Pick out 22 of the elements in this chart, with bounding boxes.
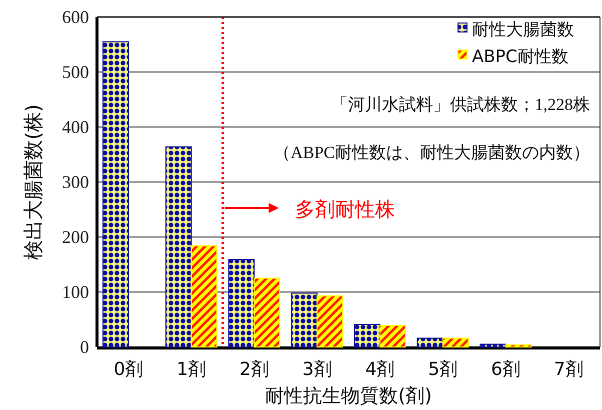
x-tick-label: 4剤 — [365, 359, 395, 380]
x-axis-title: 耐性抗生物質数(剤) — [265, 385, 432, 407]
x-tick-label: 2剤 — [239, 359, 269, 380]
y-tick-label: 100 — [62, 282, 89, 302]
y-tick-label: 200 — [62, 227, 89, 247]
y-tick-label: 600 — [62, 7, 89, 27]
y-tick-label: 500 — [62, 62, 89, 82]
y-tick-label: 300 — [62, 172, 89, 192]
y-tick-label: 400 — [62, 117, 89, 137]
x-tick-label: 7剤 — [554, 359, 584, 380]
x-tick-label: 6剤 — [490, 359, 520, 380]
annotation: （ABPC耐性数は、耐性大腸菌数の内数） — [274, 143, 590, 162]
ref-line-label: 多剤耐性株 — [294, 197, 395, 221]
y-axis-title: 検出大腸菌数(株) — [21, 104, 45, 260]
annotation: 「河川水試料」供試株数；1,228株 — [330, 95, 590, 114]
legend-label: ABPC耐性数 — [472, 47, 568, 67]
y-tick-label: 0 — [80, 337, 89, 357]
x-tick-label: 0剤 — [114, 359, 144, 380]
legend-label: 耐性大腸菌数 — [472, 20, 574, 40]
x-tick-label: 5剤 — [428, 359, 458, 380]
x-tick-label: 3剤 — [302, 359, 332, 380]
x-tick-label: 1剤 — [176, 359, 206, 380]
